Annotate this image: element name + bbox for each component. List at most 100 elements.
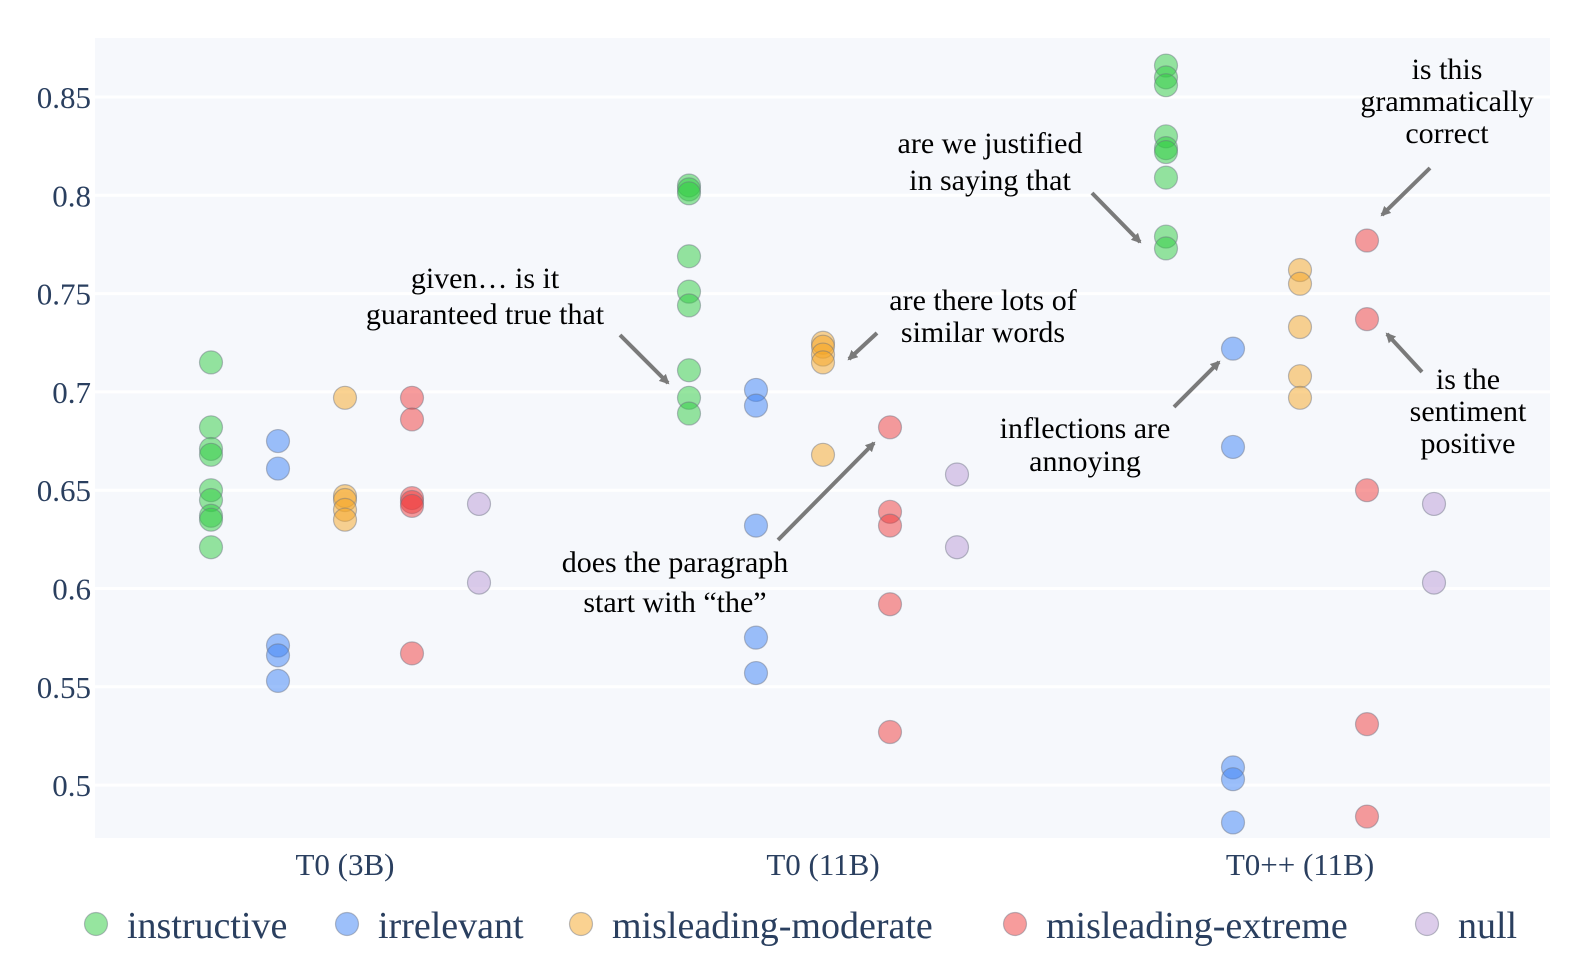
legend-marker-instructive (83, 911, 109, 937)
legend-label-irrelevant: irrelevant (378, 905, 524, 947)
data-point-irrelevant (743, 625, 769, 650)
data-point-misleading-extreme (877, 513, 903, 538)
x-tick-label: T0 (11B) (766, 847, 879, 882)
data-point-misleading-moderate (1287, 385, 1313, 410)
data-point-misleading-moderate (810, 350, 836, 375)
annotation-text: does the paragraph (562, 546, 789, 579)
annotation-arrow (1380, 166, 1432, 217)
legend: instructive irrelevant misleading-moderate… (83, 905, 1517, 947)
legend-marker-misleading-extreme (1002, 911, 1028, 937)
annotation-arrow (847, 331, 879, 361)
data-point-misleading-extreme (1354, 478, 1380, 503)
legend-marker-null (1414, 911, 1440, 937)
data-point-irrelevant (1220, 767, 1246, 792)
data-point-instructive (676, 401, 702, 426)
data-point-null (466, 491, 492, 517)
data-point-null (944, 462, 970, 487)
data-points (198, 53, 1447, 835)
data-point-irrelevant (265, 428, 291, 454)
data-point-misleading-extreme (877, 719, 903, 745)
data-point-instructive (1153, 165, 1179, 190)
data-point-misleading-moderate (810, 442, 836, 467)
data-point-misleading-moderate (332, 385, 358, 410)
annotation-text: inflections are (1000, 412, 1171, 445)
data-point-misleading-extreme (399, 385, 425, 410)
annotation-arrow (1385, 332, 1424, 374)
data-point-irrelevant (265, 456, 291, 481)
data-point-irrelevant (265, 643, 291, 668)
data-point-irrelevant (1220, 336, 1246, 361)
data-point-irrelevant (265, 668, 291, 694)
data-point-instructive (1153, 139, 1179, 165)
x-tick-label: T0++ (11B) (1226, 847, 1374, 882)
data-point-misleading-moderate (1287, 364, 1313, 389)
legend-marker-misleading-moderate (568, 911, 594, 937)
data-point-null (944, 535, 970, 560)
data-point-irrelevant (743, 393, 769, 418)
data-point-misleading-moderate (1287, 314, 1313, 340)
data-point-instructive (676, 244, 702, 269)
data-point-null (1421, 570, 1447, 595)
data-point-instructive (198, 535, 224, 560)
annotation-arrow (776, 441, 876, 542)
data-point-instructive (1153, 236, 1179, 261)
data-point-misleading-extreme (1354, 307, 1380, 332)
annotation-text: start with “the” (583, 586, 766, 619)
data-point-null (466, 570, 492, 595)
y-tick-label: 0.5 (52, 768, 91, 803)
annotation-text: given… is it (411, 262, 560, 295)
legend-marker-irrelevant (334, 911, 360, 937)
data-point-irrelevant (743, 660, 769, 686)
x-axis-ticks: T0 (3B) T0 (11B) T0++ (11B) (295, 847, 1374, 882)
data-point-misleading-extreme (1354, 712, 1380, 737)
data-point-instructive (676, 293, 702, 318)
data-point-instructive (198, 415, 224, 440)
data-point-misleading-moderate (1287, 271, 1313, 296)
data-point-misleading-extreme (1354, 804, 1380, 829)
data-point-instructive (676, 358, 702, 383)
legend-label-misleading-extreme: misleading-extreme (1046, 905, 1348, 947)
annotation-text: are there lots of (889, 284, 1076, 317)
data-point-irrelevant (743, 513, 769, 538)
x-tick-label: T0 (3B) (295, 847, 394, 882)
y-tick-label: 0.7 (52, 375, 91, 410)
y-axis-ticks: 0.5 0.55 0.6 0.65 0.7 0.75 0.8 0.85 (37, 80, 91, 803)
plot-area (95, 38, 1550, 838)
data-point-instructive (1153, 73, 1179, 98)
y-tick-label: 0.8 (52, 178, 91, 213)
y-tick-label: 0.75 (37, 277, 91, 312)
data-point-misleading-moderate (332, 507, 358, 532)
y-tick-label: 0.55 (37, 670, 91, 705)
legend-label-instructive: instructive (127, 905, 287, 947)
annotation-text: correct (1405, 117, 1489, 150)
data-point-instructive (198, 442, 224, 467)
annotation-text: similar words (901, 316, 1065, 349)
legend-label-null: null (1458, 905, 1517, 947)
y-tick-label: 0.65 (37, 473, 91, 508)
annotation-text: guaranteed true that (366, 298, 605, 331)
data-point-instructive (676, 181, 702, 206)
data-point-misleading-extreme (399, 407, 425, 432)
data-point-misleading-extreme (1354, 228, 1380, 253)
data-point-misleading-extreme (877, 415, 903, 440)
data-point-instructive (198, 507, 224, 532)
data-point-instructive (198, 350, 224, 375)
annotation-text: annoying (1029, 445, 1141, 478)
data-point-misleading-extreme (399, 493, 425, 519)
y-tick-label: 0.6 (52, 572, 91, 607)
annotation-text: are we justified (898, 127, 1083, 160)
legend-label-misleading-moderate: misleading-moderate (612, 905, 933, 947)
annotation-arrow (618, 333, 670, 385)
data-point-misleading-extreme (877, 592, 903, 617)
annotation-text: is the (1436, 363, 1500, 396)
data-point-irrelevant (1220, 434, 1246, 460)
data-point-irrelevant (1220, 810, 1246, 835)
annotation-arrow (1090, 191, 1142, 244)
y-tick-label: 0.85 (37, 80, 91, 115)
annotation-arrow (1172, 360, 1221, 409)
annotation-text: sentiment (1410, 395, 1527, 428)
annotation-text: is this (1412, 53, 1483, 86)
annotation-text: in saying that (909, 164, 1071, 197)
